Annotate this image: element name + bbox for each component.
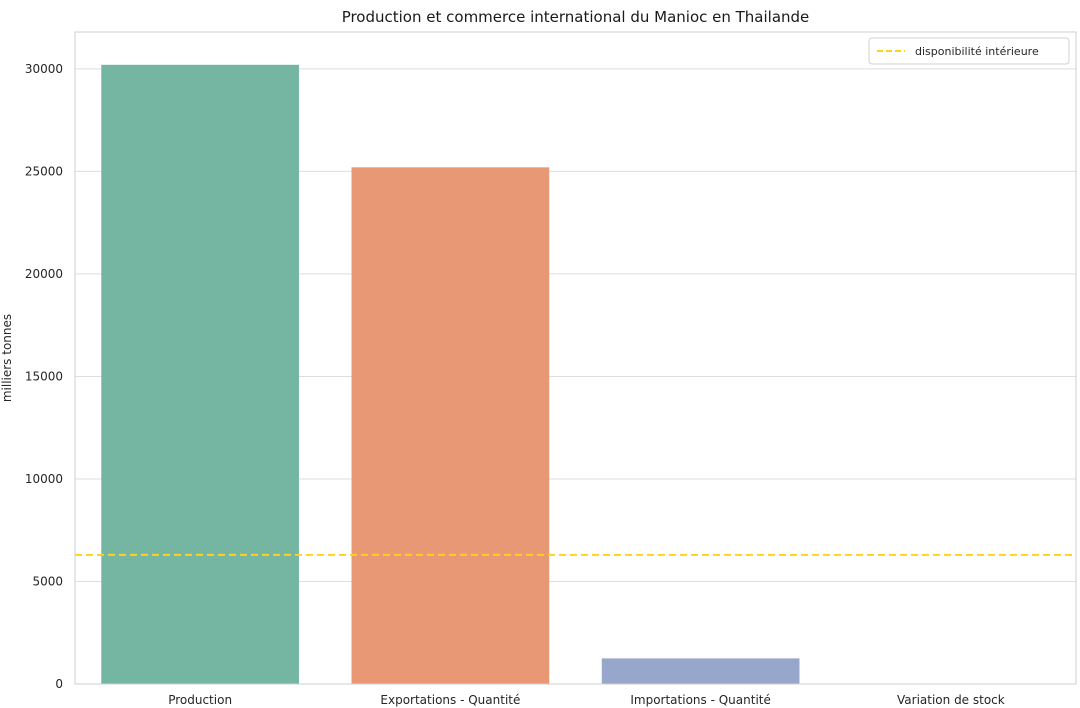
y-tick-label: 15000 bbox=[25, 369, 63, 383]
legend-box bbox=[868, 37, 1070, 65]
x-tick-label: Variation de stock bbox=[897, 693, 1005, 707]
legend-label: disponibilité intérieure bbox=[915, 45, 1039, 58]
y-tick-label: 20000 bbox=[25, 267, 63, 281]
y-tick-label: 30000 bbox=[25, 62, 63, 76]
bar bbox=[101, 64, 299, 684]
y-tick-label: 0 bbox=[55, 677, 63, 691]
x-tick-label: Exportations - Quantité bbox=[380, 693, 520, 707]
y-tick-label: 5000 bbox=[32, 574, 63, 588]
y-tick-label: 25000 bbox=[25, 164, 63, 178]
bar bbox=[601, 658, 800, 684]
x-tick-label: Production bbox=[168, 693, 232, 707]
chart-title: Production et commerce international du … bbox=[342, 8, 810, 26]
x-tick-label: Importations - Quantité bbox=[630, 693, 771, 707]
y-axis-ticks: 0 5000 10000 15000 20000 25000 30000 bbox=[25, 62, 63, 691]
plot-frame bbox=[74, 31, 1077, 685]
bars bbox=[101, 64, 800, 685]
y-axis-title: milliers tonnes bbox=[0, 314, 14, 402]
bar bbox=[351, 167, 550, 685]
y-tick-label: 10000 bbox=[25, 472, 63, 486]
legend: disponibilité intérieure bbox=[868, 37, 1070, 65]
x-axis-ticks: Production Exportations - Quantité Importa… bbox=[168, 693, 1005, 707]
